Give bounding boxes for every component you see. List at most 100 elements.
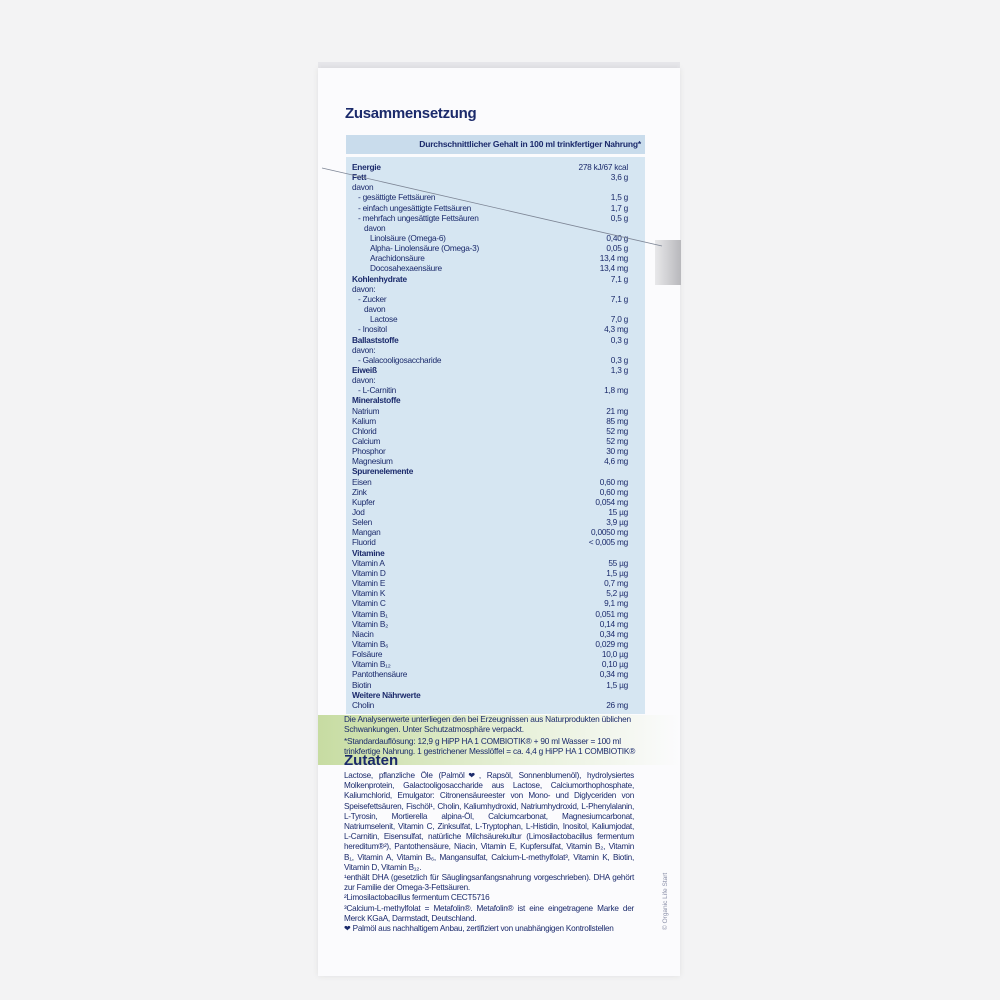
row-value: 1,3 g [610, 364, 628, 375]
row-label: Cholin [352, 699, 375, 710]
ingredient-text: ¹enthält DHA (gesetzlich für Säuglingsan… [344, 873, 634, 893]
ingredient-text: ❤ Palmöl aus nachhaltigem Anbau, zertifi… [344, 924, 614, 934]
row-value: 0,051 mg [595, 608, 628, 619]
row-value: 13,4 mg [599, 263, 628, 274]
row-label: Vitamine [352, 547, 385, 558]
table-row: Calcium 52 mg [346, 436, 645, 446]
row-label: Lactose [370, 314, 398, 325]
row-label: Vitamin C [352, 598, 386, 609]
row-label: Vitamin B₆ [352, 638, 389, 649]
row-label: Weitere Nährwerte [352, 689, 421, 700]
row-label: - Galacooligosaccharide [358, 354, 442, 365]
table-row: Vitamin B₆ 0,029 mg [346, 639, 645, 649]
table-row: Cholin 26 mg [346, 700, 645, 710]
row-value: 1,8 mg [604, 385, 628, 396]
row-value: 5,2 µg [606, 588, 628, 599]
row-value: 0,34 mg [599, 628, 628, 639]
table-row: Zink 0,60 mg [346, 487, 645, 497]
table-row: davon: [346, 345, 645, 355]
table-row: davon: [346, 375, 645, 385]
ingredient-text: Lactose, pflanzliche Öle (Palmöl❤, Rapsö… [344, 771, 634, 872]
table-row: Vitamin A 55 µg [346, 558, 645, 568]
row-value: 0,3 g [610, 354, 628, 365]
table-row: Folsäure 10,0 µg [346, 649, 645, 659]
table-row: Kupfer 0,054 mg [346, 497, 645, 507]
section-title: Zusammensetzung [345, 105, 477, 122]
row-label: davon: [352, 344, 376, 355]
row-label: Calcium [352, 436, 381, 446]
row-label: Zink [352, 486, 367, 497]
table-row: - Inositol 4,3 mg [346, 324, 645, 334]
row-label: Mineralstoffe [352, 395, 401, 406]
row-value: 1,5 µg [606, 567, 628, 578]
row-value: 3,9 µg [606, 517, 628, 528]
table-row: Energie 278 kJ/67 kcal [346, 162, 645, 172]
row-label: Energie [352, 162, 381, 172]
table-row: Vitamine [346, 548, 645, 558]
row-label: Alpha- Linolensäure (Omega-3) [370, 243, 479, 254]
row-value: 21 mg [606, 405, 628, 416]
row-label: Vitamin B₂ [352, 618, 389, 629]
row-label: Vitamin B₁ [352, 608, 388, 619]
table-row: Kohlenhydrate 7,1 g [346, 274, 645, 284]
table-row: Vitamin E 0,7 mg [346, 578, 645, 588]
row-value: 0,60 mg [599, 476, 628, 487]
table-row: Magnesium 4,6 mg [346, 456, 645, 466]
table-row: Natrium 21 mg [346, 406, 645, 416]
table-row: Eiweiß 1,3 g [346, 365, 645, 375]
notes: Die Analysenwerte unterliegen den bei Er… [344, 714, 644, 757]
row-value: 0,029 mg [595, 638, 628, 649]
row-label: - Zucker [358, 293, 387, 304]
row-label: davon: [352, 375, 376, 386]
table-row: Kalium 85 mg [346, 416, 645, 426]
row-value: 0,40 g [606, 233, 628, 244]
row-label: Kohlenhydrate [352, 273, 407, 284]
row-label: Arachidonsäure [370, 253, 425, 264]
row-value: 7,1 g [610, 273, 628, 284]
box-flap [655, 240, 681, 285]
row-value: 0,05 g [606, 243, 628, 254]
table-row: - Zucker 7,1 g [346, 294, 645, 304]
table-row: Docosahexaensäure 13,4 mg [346, 263, 645, 273]
row-value: 1,5 µg [606, 679, 628, 690]
table-row: Vitamin B₁₂ 0,10 µg [346, 659, 645, 669]
row-label: Vitamin D [352, 567, 386, 578]
ingredients-title: Zutaten [344, 752, 399, 769]
table-row: Pantothensäure 0,34 mg [346, 669, 645, 679]
table-row: - Galacooligosaccharide 0,3 g [346, 355, 645, 365]
ingredient-text: ³Calcium-L-methylfolat = Metafolin®. Met… [344, 903, 634, 923]
table-row: Mineralstoffe [346, 395, 645, 405]
table-row: Fett 3,6 g [346, 172, 645, 182]
table-row: davon: [346, 284, 645, 294]
row-label: Fluorid [352, 537, 376, 548]
table-row: Ballaststoffe 0,3 g [346, 335, 645, 345]
row-value: 10,0 µg [601, 649, 628, 660]
row-label: davon [364, 222, 386, 233]
row-value: 7,0 g [610, 314, 628, 325]
row-value: 3,6 g [610, 172, 628, 183]
table-row: Linolsäure (Omega-6) 0,40 g [346, 233, 645, 243]
table-row: Fluorid < 0,005 mg [346, 537, 645, 547]
row-value: 0,14 mg [599, 618, 628, 629]
row-value: 7,1 g [610, 293, 628, 304]
row-value: 26 mg [606, 699, 628, 710]
row-value: < 0,005 mg [588, 537, 629, 548]
row-value: 1,7 g [610, 202, 628, 213]
table-row: davon [346, 223, 645, 233]
table-row: davon [346, 182, 645, 192]
row-value: 4,6 mg [604, 456, 628, 467]
row-value: 4,3 mg [604, 324, 628, 335]
row-label: Jod [352, 507, 365, 518]
row-value: 0,7 mg [604, 578, 628, 589]
note: Die Analysenwerte unterliegen den bei Er… [344, 714, 631, 735]
ingredient-text: ²Limosilactobacillus fermentum CECT5716 [344, 893, 490, 903]
table-row: Jod 15 µg [346, 507, 645, 517]
table-row: Arachidonsäure 13,4 mg [346, 253, 645, 263]
row-value: 13,4 mg [599, 253, 628, 264]
table-row: Vitamin C 9,1 mg [346, 598, 645, 608]
row-value: 0,10 µg [601, 659, 628, 670]
row-label: Eisen [352, 476, 372, 487]
row-value: 0,60 mg [599, 486, 628, 497]
table-row: Biotin 1,5 µg [346, 680, 645, 690]
